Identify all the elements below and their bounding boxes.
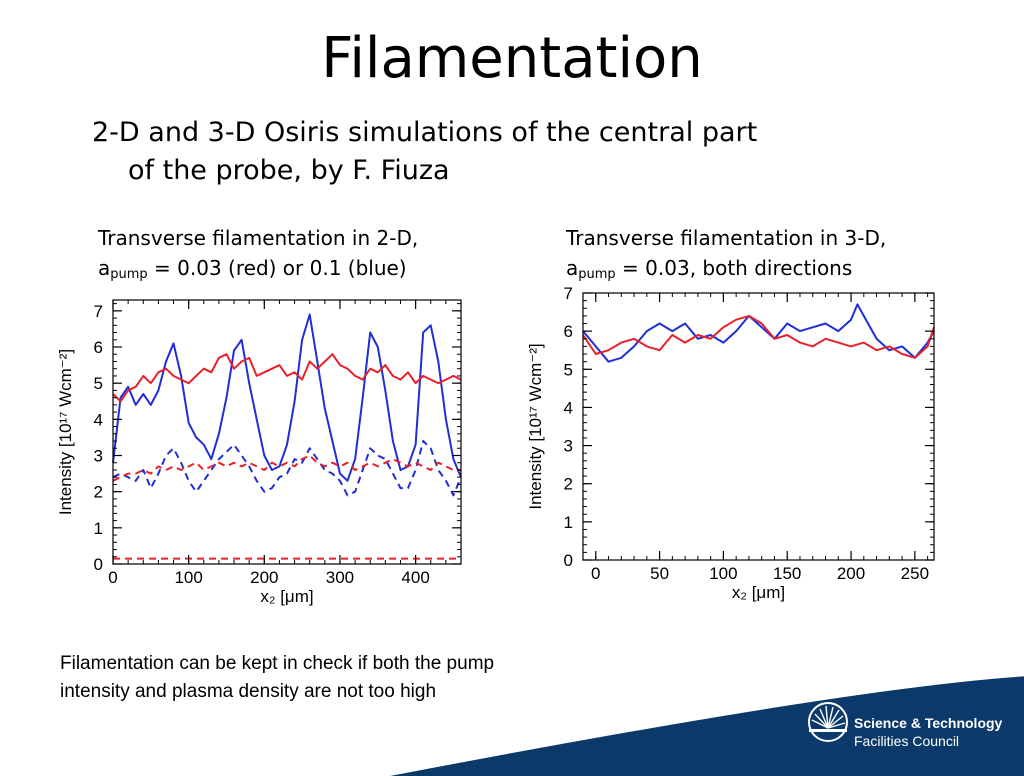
y-tick-label: 4: [564, 398, 573, 417]
x-tick-label: 400: [401, 568, 429, 587]
y-tick-label: 6: [94, 338, 103, 357]
y-tick-label: 5: [564, 360, 573, 379]
chart-2-series-1: [582, 303, 935, 363]
x-axis-label: x₂ [μm]: [260, 587, 313, 606]
note-line-2: intensity and plasma density are not too…: [60, 681, 437, 702]
chart-1-series-4: [112, 454, 461, 482]
y-tick-label: 0: [94, 555, 103, 574]
chart-2-caption-line-1: Transverse filamentation in 3-D,: [566, 226, 887, 250]
y-tick-label: 2: [94, 483, 103, 502]
subtitle-line-1: 2-D and 3-D Osiris simulations of the ce…: [92, 117, 758, 148]
caption-2-rest: = 0.03, both directions: [615, 256, 853, 280]
chart-2-series-2: [582, 314, 935, 359]
footer-banner-shape: [390, 676, 1024, 776]
caption-1-sub: pump: [110, 267, 148, 282]
x-tick-label: 50: [650, 564, 669, 583]
y-tick-label: 0: [564, 551, 573, 570]
y-tick-label: 3: [564, 437, 573, 456]
chart-2-caption-line-2: apump = 0.03, both directions: [566, 253, 1006, 290]
caption-2-a: a: [566, 256, 579, 280]
chart-1-series-1: [112, 313, 462, 482]
y-axis-label: Intensity [10¹⁷ Wcm⁻²]: [526, 343, 545, 509]
y-tick-label: 2: [564, 475, 573, 494]
chart-1-caption: Transverse filamentation in 2-D, apump =…: [98, 223, 538, 290]
subtitle-line-2: of the probe, by F. Fiuza: [128, 155, 450, 186]
y-tick-label: 6: [564, 322, 573, 341]
logo-line-2: Facilities Council: [854, 733, 960, 749]
note-line-1: Filamentation can be kept in check if bo…: [60, 653, 495, 674]
x-tick-label: 300: [326, 568, 354, 587]
y-tick-label: 1: [564, 513, 573, 532]
y-tick-label: 5: [94, 374, 103, 393]
x-tick-label: 200: [250, 568, 278, 587]
chart-1-caption-line-2: apump = 0.03 (red) or 0.1 (blue): [98, 253, 538, 290]
chart-1-series-3: [112, 353, 462, 403]
x-tick-label: 250: [901, 564, 929, 583]
slide-subtitle: 2-D and 3-D Osiris simulations of the ce…: [92, 114, 932, 190]
chart-2-frame: [582, 292, 935, 561]
slide-title: Filamentation: [321, 26, 703, 91]
chart-2: 0 50 100 150 200 250 0 1 2 3 4 5 6 7 x₂ [μm] Intensity …: [526, 284, 935, 602]
chart-1-series-2: [112, 440, 462, 497]
x-tick-label: 100: [174, 568, 202, 587]
y-tick-label: 3: [94, 447, 103, 466]
summary-note: Filamentation can be kept in check if bo…: [60, 650, 680, 706]
caption-1-rest: = 0.03 (red) or 0.1 (blue): [147, 256, 407, 280]
stfc-logo-text: Science & Technology Facilities Council: [854, 714, 1002, 750]
y-tick-label: 4: [94, 410, 103, 429]
stfc-logo-icon: [808, 702, 848, 742]
footer-banner: [390, 676, 1024, 776]
chart-1-frame: [112, 299, 462, 565]
y-axis-label: Intensity [10¹⁷ Wcm⁻²]: [56, 349, 75, 515]
logo-line-1: Science & Technology: [854, 715, 1003, 731]
chart-1: 0 100 200 300 400 0 1 2 3 4 5 6 7 x₂ [μm] Intensity [1…: [56, 299, 462, 606]
y-tick-label: 1: [94, 519, 103, 538]
x-tick-label: 200: [837, 564, 865, 583]
y-tick-label: 7: [564, 284, 573, 303]
y-tick-label: 7: [94, 302, 103, 321]
x-tick-label: 0: [108, 568, 117, 587]
caption-1-a: a: [98, 256, 111, 280]
caption-2-sub: pump: [578, 267, 616, 282]
chart-1-caption-line-1: Transverse filamentation in 2-D,: [98, 226, 419, 250]
x-axis-label: x₂ [μm]: [732, 583, 785, 602]
x-tick-label: 100: [709, 564, 737, 583]
x-tick-label: 150: [773, 564, 801, 583]
x-tick-label: 0: [591, 564, 600, 583]
chart-2-caption: Transverse filamentation in 3-D, apump =…: [566, 223, 1006, 290]
